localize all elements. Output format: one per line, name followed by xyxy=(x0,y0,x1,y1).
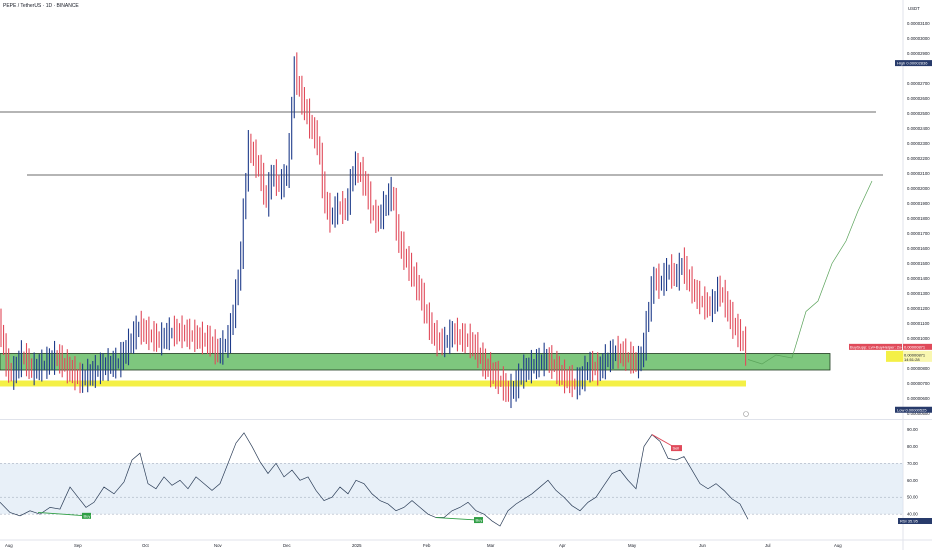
y-tick-label: 0.00002500 xyxy=(907,111,930,116)
rsi-y-tick-label: 80.00 xyxy=(907,444,918,449)
x-tick-label: Oct xyxy=(142,543,149,548)
bullish-divergence-line xyxy=(37,512,87,517)
rsi-value-badge xyxy=(898,518,932,525)
high-badge-label: High 0.00002836 xyxy=(897,61,928,66)
buy-badge xyxy=(82,512,91,519)
y-tick-label: 0.00001500 xyxy=(907,261,930,266)
low-badge-label: Low 0.00000525 xyxy=(897,407,927,412)
y-tick-label: 0.00002300 xyxy=(907,141,930,146)
y-tick-label: 0.00000700 xyxy=(907,381,930,386)
rsi-y-tick-label: 40.00 xyxy=(907,512,918,517)
x-tick-label: Dec xyxy=(283,543,291,548)
rsi-y-tick-label: 70.00 xyxy=(907,461,918,466)
countdown-label: 14:51:28 xyxy=(904,357,920,362)
x-tick-label: Jul xyxy=(765,543,771,548)
high-badge xyxy=(895,60,932,67)
x-tick-label: 2025 xyxy=(352,543,362,548)
indicator-value-badge xyxy=(903,343,932,350)
y-tick-label: 0.00001400 xyxy=(907,276,930,281)
buy-badge xyxy=(474,517,483,524)
currency-label: USDT xyxy=(908,6,920,11)
sell-label: Sell xyxy=(673,446,680,451)
yellow-zone xyxy=(0,380,746,387)
y-tick-label: 0.00002600 xyxy=(907,96,930,101)
x-tick-label: Aug xyxy=(5,543,13,548)
low-badge xyxy=(895,406,932,413)
y-tick-label: 0.00002900 xyxy=(907,51,930,56)
rsi-y-tick-label: 90.00 xyxy=(907,427,918,432)
y-tick-label: 0.00001300 xyxy=(907,291,930,296)
rsi-y-tick-label: 60.00 xyxy=(907,478,918,483)
y-tick-label: 0.00002200 xyxy=(907,156,930,161)
y-tick-label: 0.00003100 xyxy=(907,21,930,26)
y-tick-label: 0.00002400 xyxy=(907,126,930,131)
bullish-divergence-line xyxy=(435,517,479,521)
indicator-value: 0.00000871 xyxy=(904,344,926,349)
buy-label: Buy xyxy=(84,513,91,518)
indicator-label: BuySupp: Lvl+BuyHelper: 2x+Sentb xyxy=(850,344,915,349)
buy-label: Buy xyxy=(476,518,483,523)
indicator-label-badge xyxy=(849,343,902,350)
current-price-value-badge xyxy=(903,350,932,362)
x-tick-label: Jun xyxy=(699,543,707,548)
y-tick-label: 0.00001800 xyxy=(907,216,930,221)
y-tick-label: 0.00000800 xyxy=(907,366,930,371)
x-tick-label: May xyxy=(628,543,637,548)
y-tick-label: 0.00002700 xyxy=(907,81,930,86)
y-tick-label: 0.00002100 xyxy=(907,171,930,176)
y-tick-label: 0.00003000 xyxy=(907,36,930,41)
x-tick-label: Sep xyxy=(74,543,82,548)
y-tick-label: 0.00002000 xyxy=(907,186,930,191)
x-tick-label: Apr xyxy=(559,543,566,548)
current-price-value: 0.00000871 xyxy=(904,352,926,357)
chart-title: PEPE / TetherUS · 1D · BINANCE xyxy=(3,3,79,9)
y-tick-label: 0.00001200 xyxy=(907,306,930,311)
x-tick-label: Feb xyxy=(423,543,431,548)
y-tick-label: 0.00001900 xyxy=(907,201,930,206)
y-tick-label: 0.00001700 xyxy=(907,231,930,236)
y-tick-label: 0.00001000 xyxy=(907,336,930,341)
y-tick-label: 0.00000600 xyxy=(907,396,930,401)
x-tick-label: Nov xyxy=(214,543,222,548)
rsi-band xyxy=(0,463,903,515)
green-support-zone xyxy=(0,353,831,371)
sell-badge xyxy=(671,445,682,452)
x-tick-label: Mar xyxy=(487,543,495,548)
rsi-line xyxy=(0,432,749,527)
y-tick-label: 0.00001600 xyxy=(907,246,930,251)
projection-path xyxy=(747,180,873,365)
current-price-badge xyxy=(886,350,903,362)
x-tick-label: Aug xyxy=(834,543,842,548)
event-marker xyxy=(743,411,749,417)
y-tick-label: 0.00001100 xyxy=(907,321,930,326)
rsi-value-label: RSI 35.95 xyxy=(900,519,919,524)
rsi-y-tick-label: 50.00 xyxy=(907,495,918,500)
y-tick-label: 0.00000500 xyxy=(907,411,930,416)
